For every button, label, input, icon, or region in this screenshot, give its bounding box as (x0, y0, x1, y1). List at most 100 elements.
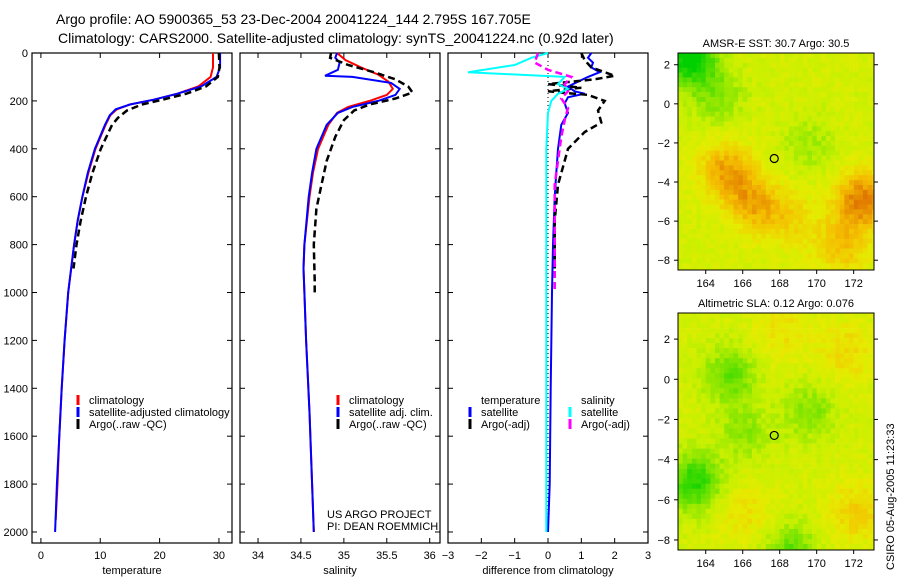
map-cell (696, 323, 702, 329)
map-cell (830, 368, 836, 374)
map-cell (849, 160, 854, 166)
map-cell (839, 248, 845, 254)
map-cell (770, 111, 776, 117)
map-cell (779, 513, 785, 520)
map-cell (825, 488, 831, 494)
map-cell (862, 338, 868, 344)
map-cell (793, 214, 799, 220)
map-cell (798, 233, 804, 239)
map-cell (691, 248, 697, 254)
map-cell (752, 473, 757, 479)
map-cell (872, 403, 875, 409)
map-cell (775, 82, 780, 88)
map-cell (867, 155, 873, 161)
map-cell (761, 468, 767, 474)
map-cell (784, 97, 790, 103)
map-cell (779, 199, 785, 205)
map-cell (761, 175, 767, 181)
map-cell (701, 313, 706, 319)
map-cell (719, 544, 725, 550)
map-cell (779, 228, 785, 235)
map-cell (835, 77, 841, 83)
map-cell (715, 398, 720, 404)
map-cell (775, 243, 780, 249)
map-cell (710, 214, 716, 220)
map-cell (844, 175, 850, 181)
map-cell (696, 136, 702, 142)
map-cell (705, 323, 711, 329)
map-cell (710, 116, 716, 122)
map-cell (844, 338, 850, 344)
map-cell (724, 463, 730, 469)
map-cell (802, 141, 808, 147)
map-cell (756, 219, 762, 225)
map-cell (678, 72, 683, 78)
map-cell (765, 175, 771, 181)
map-cell (798, 493, 804, 500)
map-cell (830, 378, 836, 384)
map-cell (724, 228, 730, 235)
map-cell (691, 180, 697, 186)
map-cell (715, 363, 720, 369)
map-cell (724, 111, 730, 117)
map-cell (733, 101, 739, 108)
map-cell (835, 268, 841, 271)
map-cell (867, 353, 873, 359)
map-cell (812, 209, 817, 215)
map-cell (719, 106, 725, 112)
map-cell (835, 199, 841, 205)
map-cell (765, 204, 771, 210)
map-cell (839, 488, 845, 494)
map-cell (682, 253, 688, 259)
map-cell (835, 318, 841, 324)
y-tick-label: 1400 (4, 383, 28, 395)
map-cell (844, 363, 850, 369)
map-cell (682, 503, 688, 510)
map-cell (784, 253, 790, 259)
map-cell (678, 67, 683, 73)
map-cell (687, 313, 693, 319)
map-cell (724, 508, 730, 515)
map-cell (835, 408, 841, 414)
map-cell (742, 418, 748, 424)
map-cell (839, 72, 845, 78)
project-note-line2: PI: DEAN ROEMMICH (327, 521, 438, 533)
map-cell (682, 468, 688, 474)
map-cell (770, 145, 776, 152)
map-cell (802, 473, 808, 479)
map-cell (691, 378, 697, 384)
map-cell (710, 111, 716, 117)
map-cell (738, 67, 743, 73)
map-cell (715, 453, 720, 459)
map-cell (719, 498, 725, 505)
map-cell (798, 82, 804, 88)
map-cell (682, 87, 688, 93)
map-cell (724, 209, 730, 215)
map-cell (724, 199, 730, 205)
map-cell (821, 363, 827, 369)
map-cell (839, 463, 845, 469)
map-cell (756, 488, 762, 494)
map-cell (682, 383, 688, 389)
map-cell (728, 343, 734, 349)
map-cell (756, 248, 762, 254)
map-cell (862, 458, 868, 464)
map-cell (691, 333, 697, 339)
map-cell (705, 453, 711, 459)
map-cell (788, 544, 794, 550)
map-cell (765, 503, 771, 510)
map-cell (830, 155, 836, 161)
map-cell (738, 238, 743, 244)
map-cell (756, 373, 762, 379)
map-cell (710, 463, 716, 469)
map-cell (825, 67, 831, 73)
map-cell (793, 87, 799, 93)
map-cell (867, 453, 873, 459)
map-cell (784, 528, 790, 535)
map-cell (687, 180, 693, 186)
map-cell (802, 403, 808, 409)
map-cell (770, 528, 776, 535)
map-cell (858, 62, 864, 68)
map-cell (705, 508, 711, 515)
map-cell (756, 87, 762, 93)
